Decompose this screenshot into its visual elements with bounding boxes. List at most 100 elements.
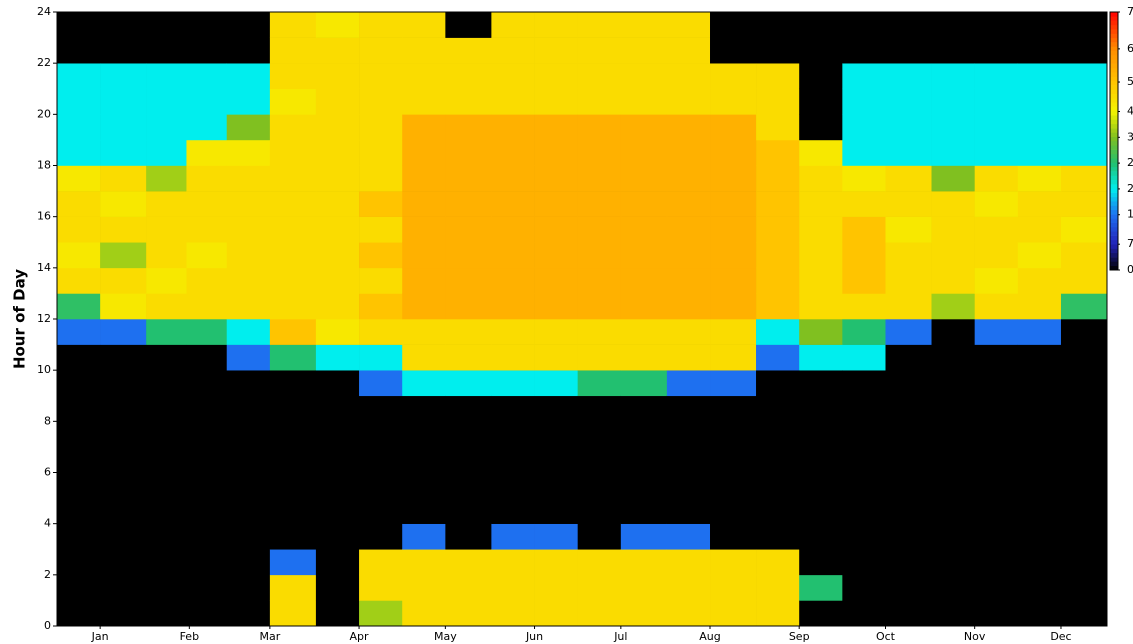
heat-cell [666, 191, 711, 217]
heat-cell [974, 216, 1019, 243]
colorbar-segment [1110, 89, 1118, 94]
heat-cell [710, 523, 757, 550]
colorbar-segment [1110, 110, 1118, 116]
heat-cell [885, 216, 932, 243]
heat-cell [756, 242, 800, 269]
heat-cell [186, 574, 228, 601]
heat-cell [710, 267, 757, 294]
heat-cell [1017, 191, 1062, 217]
heat-cell [710, 344, 757, 371]
heat-cell [577, 549, 622, 576]
heat-cell [534, 242, 578, 269]
heat-cell [226, 63, 271, 90]
heat-cell [269, 293, 317, 320]
heat-cell [359, 600, 403, 627]
heat-cell [315, 600, 360, 627]
heat-cell [620, 344, 668, 371]
heat-cell [885, 63, 932, 90]
heat-cell [269, 472, 317, 499]
heat-cell [186, 165, 228, 192]
heat-cell [186, 267, 228, 294]
heat-cell [577, 600, 622, 627]
heat-cell [402, 216, 446, 243]
heat-cell [402, 139, 446, 166]
heat-cell [620, 88, 668, 115]
colorbar-segment [1110, 141, 1118, 146]
colorbar-segment [1110, 196, 1118, 202]
heat-cell [842, 293, 886, 320]
heat-cell [885, 165, 932, 192]
heat-cell [710, 216, 757, 243]
heat-cell [931, 395, 975, 422]
heat-cell [885, 191, 932, 217]
heat-cell [842, 421, 886, 448]
heat-cell [620, 574, 668, 601]
heat-cell [666, 216, 711, 243]
heat-cell [445, 37, 492, 64]
x-tick-label: Jan [91, 630, 109, 643]
x-tick-label: Dec [1050, 630, 1071, 643]
heat-cell [402, 319, 446, 345]
heat-cell [445, 88, 492, 115]
heat-cell [710, 191, 757, 217]
heat-cell [186, 549, 228, 576]
heat-cell [666, 600, 711, 627]
heat-cell [57, 63, 101, 90]
colorbar-segment [1110, 205, 1118, 211]
heat-cell [799, 523, 843, 550]
heat-cell [491, 12, 535, 38]
heat-cell [885, 446, 932, 473]
heat-cell [799, 88, 843, 115]
heat-cell [756, 114, 800, 141]
heat-cell [315, 549, 360, 576]
colorbar-segment [1110, 158, 1118, 163]
heat-cell [620, 319, 668, 345]
colorbar-segment [1110, 175, 1118, 180]
heat-cell [974, 472, 1019, 499]
heat-cell [402, 574, 446, 601]
heat-cell [315, 37, 360, 64]
heat-cell [931, 216, 975, 243]
heat-cell [842, 191, 886, 217]
colorbar-segment [1110, 37, 1118, 43]
heat-cell [842, 600, 886, 627]
heat-cell [146, 88, 187, 115]
heat-cell [577, 216, 622, 243]
heat-cell [756, 165, 800, 192]
heat-cell [226, 191, 271, 217]
heat-cell [710, 12, 757, 38]
heat-cell [931, 600, 975, 627]
heat-cell [445, 421, 492, 448]
heat-cell [710, 37, 757, 64]
heat-cell [1017, 446, 1062, 473]
colorbar-segment [1110, 106, 1118, 112]
heat-cell [1017, 12, 1062, 38]
heat-cell [445, 395, 492, 422]
heat-cell [1060, 216, 1108, 243]
heat-cell [445, 216, 492, 243]
heat-cell [491, 498, 535, 524]
heat-cell [315, 114, 360, 141]
heat-cell [186, 498, 228, 524]
heat-cell [885, 370, 932, 397]
heat-cell [666, 523, 711, 550]
heat-cell [445, 139, 492, 166]
heat-cell [885, 421, 932, 448]
heat-cell [491, 370, 535, 397]
heat-cell [186, 421, 228, 448]
heat-cell [620, 242, 668, 269]
heat-cell [620, 12, 668, 38]
heat-cell [100, 446, 147, 473]
heat-cell [226, 293, 271, 320]
heat-cell [842, 344, 886, 371]
heat-cell [756, 421, 800, 448]
heat-cell [491, 63, 535, 90]
heat-cell [445, 498, 492, 524]
heat-cell [799, 498, 843, 524]
heat-cell [842, 37, 886, 64]
colorbar-tick-label: 2 [1127, 156, 1133, 169]
heat-cell [491, 165, 535, 192]
heat-cell [359, 139, 403, 166]
heat-cell [534, 267, 578, 294]
heat-cell [666, 242, 711, 269]
